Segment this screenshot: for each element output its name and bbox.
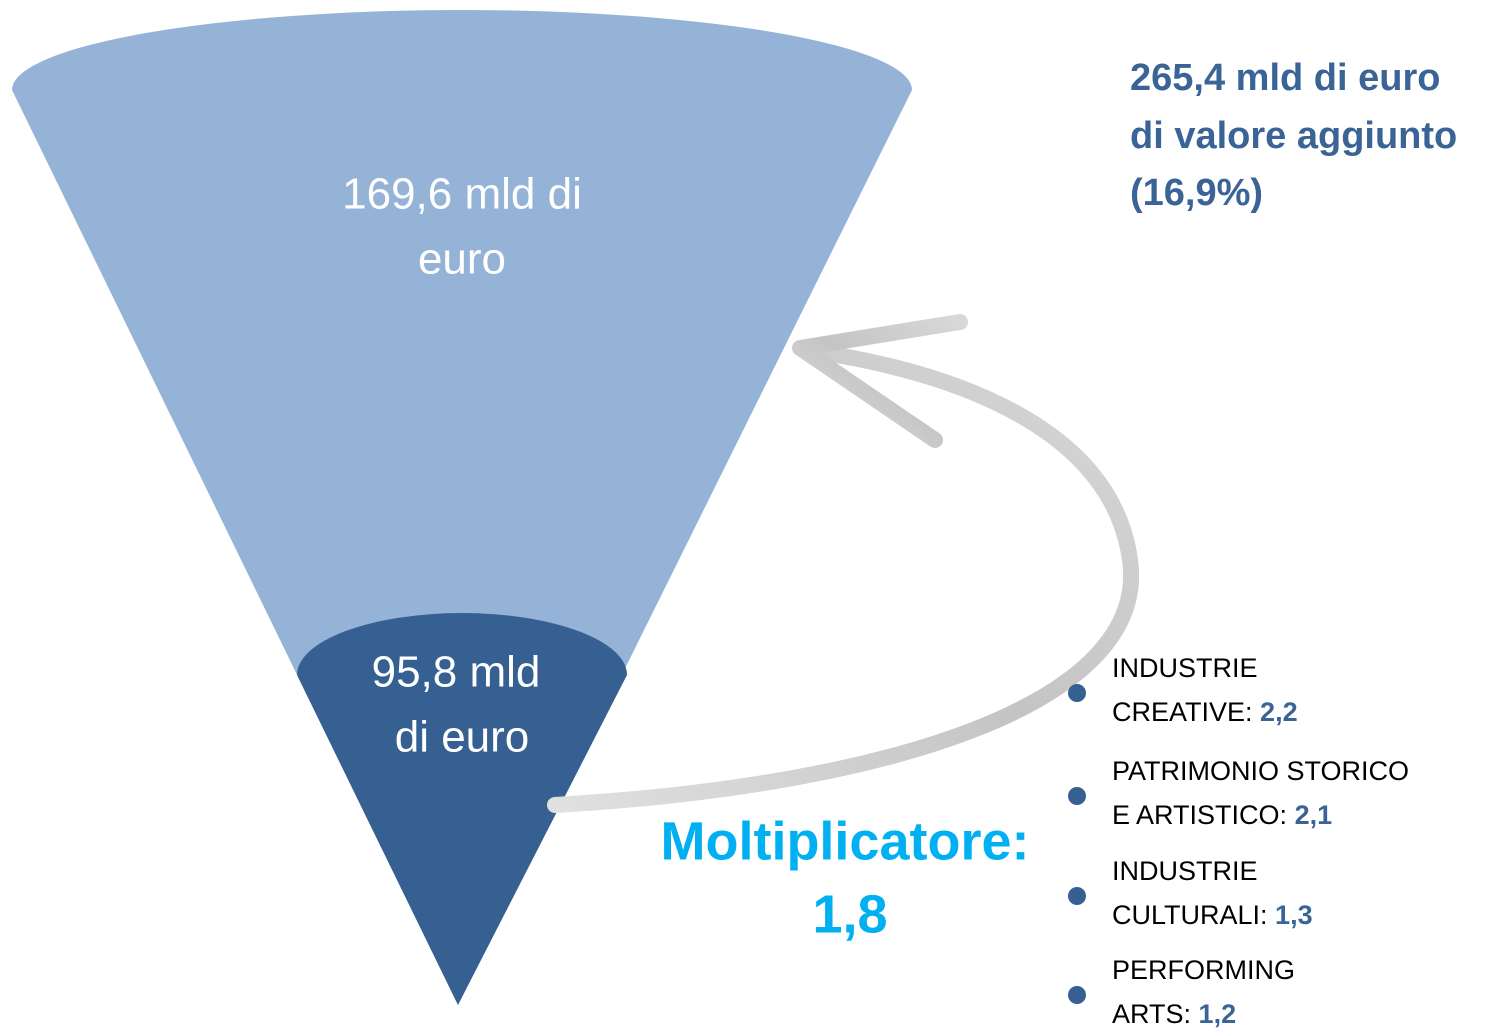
sector-line: PATRIMONIO STORICO — [1112, 756, 1409, 786]
inner-cone — [297, 613, 627, 1005]
sector-label: CREATIVE: — [1112, 697, 1253, 727]
multiplier-label: Moltiplicatore: — [660, 811, 1029, 871]
sector-value: 2,2 — [1260, 697, 1298, 727]
total-text: di valore aggiunto — [1130, 115, 1457, 157]
sector-line: CULTURALI: 1,3 — [1112, 900, 1313, 930]
bullet — [1068, 887, 1086, 905]
sector-line: INDUSTRIE — [1112, 653, 1258, 683]
bullet — [1068, 684, 1086, 702]
bullet — [1068, 986, 1086, 1004]
outer-label: euro — [418, 235, 506, 284]
total-text: (16,9%) — [1130, 172, 1263, 214]
sector-line: E ARTISTICO: 2,1 — [1112, 800, 1332, 830]
total-text: 265,4 mld di euro — [1130, 57, 1440, 99]
sector-label: E ARTISTICO: — [1112, 800, 1287, 830]
sector-list: INDUSTRIE CREATIVE: 2,2 PATRIMONIO STORICO… — [1068, 653, 1409, 1029]
outer-cone — [12, 10, 912, 1005]
sector-line: ARTS: 1,2 — [1112, 999, 1236, 1029]
sector-value: 1,3 — [1275, 900, 1313, 930]
sector-line: CREATIVE: 2,2 — [1112, 697, 1298, 727]
sector-value: 2,1 — [1295, 800, 1333, 830]
inner-label: di euro — [395, 713, 530, 762]
inner-label: 95,8 mld — [372, 648, 541, 697]
multiplier-value: 1,8 — [812, 884, 887, 944]
sector-label: CULTURALI: — [1112, 900, 1268, 930]
sector-label: ARTS: — [1112, 999, 1191, 1029]
sector-line: PERFORMING — [1112, 955, 1295, 985]
arrow — [547, 314, 1140, 813]
outer-label: 169,6 mld di — [342, 170, 582, 219]
sector-value: 1,2 — [1199, 999, 1237, 1029]
bullet — [1068, 787, 1086, 805]
sector-line: INDUSTRIE — [1112, 856, 1258, 886]
